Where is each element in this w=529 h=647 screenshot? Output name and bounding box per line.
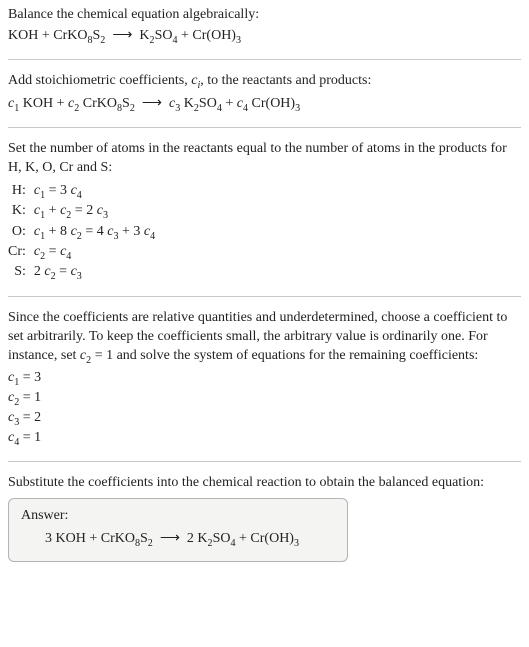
table-row: K: c1 + c2 = 2 c3	[8, 202, 155, 222]
table-row: O: c1 + 8 c2 = 4 c3 + 3 c4	[8, 223, 155, 243]
element-label: S:	[8, 263, 34, 283]
element-equation: c1 + 8 c2 = 4 c3 + 3 c4	[34, 223, 155, 243]
answer-label: Answer:	[21, 507, 335, 526]
rule-3	[8, 296, 521, 297]
element-label: Cr:	[8, 243, 34, 263]
element-label: K:	[8, 202, 34, 222]
intro-text: Balance the chemical equation algebraica…	[8, 6, 521, 25]
element-label: O:	[8, 223, 34, 243]
step2-text: Set the number of atoms in the reactants…	[8, 140, 521, 178]
step4-block: Substitute the coefficients into the che…	[8, 474, 521, 493]
step1-text: Add stoichiometric coefficients, ci, to …	[8, 72, 521, 92]
answer-box: Answer: 3 KOH + CrKO8S2 ⟶ 2 K2SO4 + Cr(O…	[8, 498, 348, 561]
element-equation: c2 = c4	[34, 243, 155, 263]
rule-4	[8, 461, 521, 462]
step4-text: Substitute the coefficients into the che…	[8, 474, 521, 493]
step3-text: Since the coefficients are relative quan…	[8, 309, 521, 367]
step1-equation: c1 KOH + c2 CrKO8S2 ⟶ c3 K2SO4 + c4 Cr(O…	[8, 95, 521, 115]
atom-balance-table: H: c1 = 3 c4 K: c1 + c2 = 2 c3 O: c1 + 8…	[8, 182, 155, 284]
coef-line: c1 = 3	[8, 369, 521, 389]
step3-block: Since the coefficients are relative quan…	[8, 309, 521, 449]
intro-equation: KOH + CrKO8S2 ⟶ K2SO4 + Cr(OH)3	[8, 27, 521, 47]
table-row: Cr: c2 = c4	[8, 243, 155, 263]
step2-block: Set the number of atoms in the reactants…	[8, 140, 521, 284]
rule-1	[8, 59, 521, 60]
element-label: H:	[8, 182, 34, 202]
intro-block: Balance the chemical equation algebraica…	[8, 6, 521, 47]
rule-2	[8, 127, 521, 128]
answer-equation: 3 KOH + CrKO8S2 ⟶ 2 K2SO4 + Cr(OH)3	[21, 530, 335, 550]
coef-line: c4 = 1	[8, 429, 521, 449]
element-equation: c1 + c2 = 2 c3	[34, 202, 155, 222]
element-equation: c1 = 3 c4	[34, 182, 155, 202]
table-row: S: 2 c2 = c3	[8, 263, 155, 283]
coef-line: c2 = 1	[8, 389, 521, 409]
coef-line: c3 = 2	[8, 409, 521, 429]
element-equation: 2 c2 = c3	[34, 263, 155, 283]
table-row: H: c1 = 3 c4	[8, 182, 155, 202]
step1-block: Add stoichiometric coefficients, ci, to …	[8, 72, 521, 115]
coef-list: c1 = 3 c2 = 1 c3 = 2 c4 = 1	[8, 369, 521, 449]
